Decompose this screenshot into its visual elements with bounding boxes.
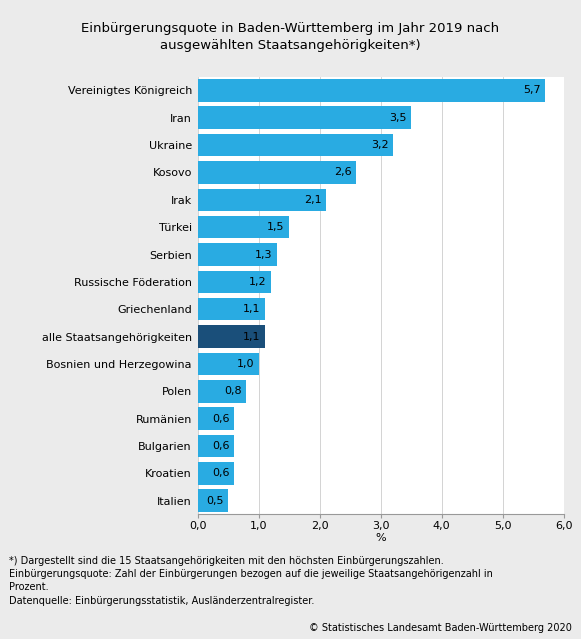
Bar (198, 353, 259, 375)
Bar (198, 435, 234, 458)
X-axis label: %: % (375, 533, 386, 543)
Text: Einbürgerungsquote in Baden-Württemberg im Jahr 2019 nach
ausgewählten Staatsang: Einbürgerungsquote in Baden-Württemberg … (81, 22, 500, 52)
Text: 0,6: 0,6 (213, 413, 230, 424)
Text: 5,7: 5,7 (523, 86, 541, 95)
Bar (198, 79, 545, 102)
Text: 1,2: 1,2 (249, 277, 267, 287)
Text: 1,3: 1,3 (255, 249, 272, 259)
Bar (198, 408, 234, 430)
Bar (198, 161, 356, 183)
Text: 2,1: 2,1 (304, 195, 321, 204)
Text: © Statistisches Landesamt Baden-Württemberg 2020: © Statistisches Landesamt Baden-Württemb… (310, 622, 572, 633)
Text: *) Dargestellt sind die 15 Staatsangehörigkeiten mit den höchsten Einbürgerungsz: *) Dargestellt sind die 15 Staatsangehör… (9, 556, 493, 606)
Text: 0,6: 0,6 (213, 468, 230, 479)
Bar (198, 462, 234, 484)
Text: 0,8: 0,8 (224, 387, 242, 396)
Text: 1,1: 1,1 (243, 304, 260, 314)
Bar (198, 325, 264, 348)
Bar (198, 380, 246, 403)
Text: 1,0: 1,0 (237, 359, 254, 369)
Text: 1,1: 1,1 (243, 332, 260, 342)
Bar (198, 489, 228, 512)
Text: 3,5: 3,5 (389, 112, 407, 123)
Text: 1,5: 1,5 (267, 222, 285, 232)
Text: 2,6: 2,6 (334, 167, 352, 178)
Bar (198, 243, 277, 266)
Bar (198, 134, 393, 157)
Bar (198, 216, 289, 238)
Text: 3,2: 3,2 (371, 140, 389, 150)
Bar (198, 271, 271, 293)
Text: 0,5: 0,5 (206, 496, 224, 505)
Bar (198, 189, 325, 211)
Text: 0,6: 0,6 (213, 441, 230, 451)
Bar (198, 298, 264, 320)
Bar (198, 107, 411, 129)
